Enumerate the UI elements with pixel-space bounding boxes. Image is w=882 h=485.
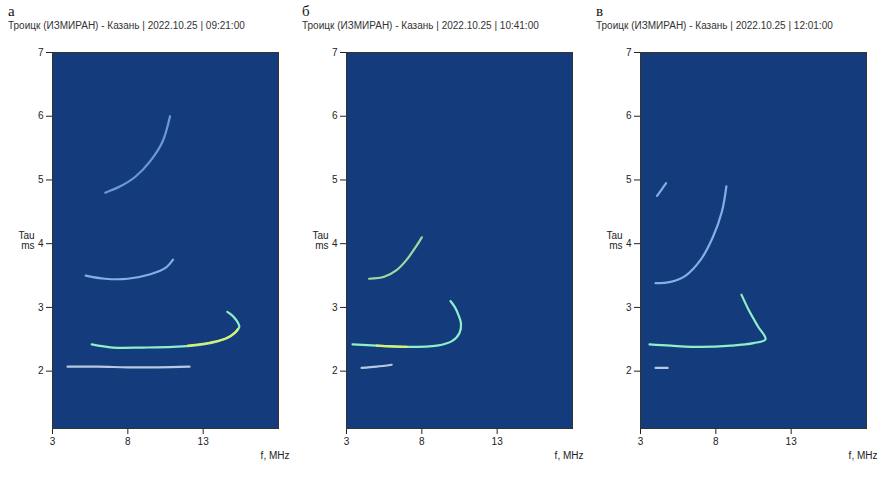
- svg-text:2: 2: [332, 365, 338, 376]
- svg-text:6: 6: [38, 110, 44, 121]
- svg-text:3: 3: [638, 436, 644, 447]
- svg-text:5: 5: [626, 174, 632, 185]
- svg-text:3: 3: [344, 436, 350, 447]
- html-text:в: в: [596, 3, 604, 19]
- svg-text:6: 6: [332, 110, 338, 121]
- svg-text:4: 4: [626, 238, 632, 249]
- svg-text:f, MHz: f, MHz: [261, 450, 290, 461]
- svg-text:5: 5: [38, 174, 44, 185]
- svg-text:4: 4: [38, 238, 44, 249]
- svg-text:3: 3: [50, 436, 56, 447]
- svg-text:3: 3: [38, 302, 44, 313]
- svg-text:Taums: Taums: [606, 230, 622, 251]
- svg-text:3: 3: [626, 302, 632, 313]
- svg-text:8: 8: [125, 436, 131, 447]
- svg-text:Taums: Taums: [312, 230, 328, 251]
- html-text:а: а: [8, 3, 15, 19]
- html-text:Троицк (ИЗМИРАН) - Казань | 20: Троицк (ИЗМИРАН) - Казань | 2022.10.25 |…: [596, 20, 833, 31]
- svg-text:13: 13: [786, 436, 798, 447]
- html-text:Троицк (ИЗМИРАН) - Казань | 20: Троицк (ИЗМИРАН) - Казань | 2022.10.25 |…: [8, 20, 245, 31]
- svg-text:13: 13: [198, 436, 210, 447]
- svg-text:3: 3: [332, 302, 338, 313]
- svg-text:8: 8: [713, 436, 719, 447]
- svg-text:f, MHz: f, MHz: [555, 450, 584, 461]
- svg-text:8: 8: [419, 436, 425, 447]
- svg-text:6: 6: [626, 110, 632, 121]
- svg-text:7: 7: [332, 47, 338, 58]
- svg-text:7: 7: [38, 47, 44, 58]
- svg-text:5: 5: [332, 174, 338, 185]
- svg-text:7: 7: [626, 47, 632, 58]
- svg-text:f, MHz: f, MHz: [849, 450, 878, 461]
- html-text:Троицк (ИЗМИРАН) - Казань | 20: Троицк (ИЗМИРАН) - Казань | 2022.10.25 |…: [302, 20, 539, 31]
- svg-text:Taums: Taums: [18, 230, 34, 251]
- svg-text:2: 2: [626, 365, 632, 376]
- svg-text:2: 2: [38, 365, 44, 376]
- svg-text:13: 13: [492, 436, 504, 447]
- svg-text:4: 4: [332, 238, 338, 249]
- html-text:б: б: [302, 3, 310, 19]
